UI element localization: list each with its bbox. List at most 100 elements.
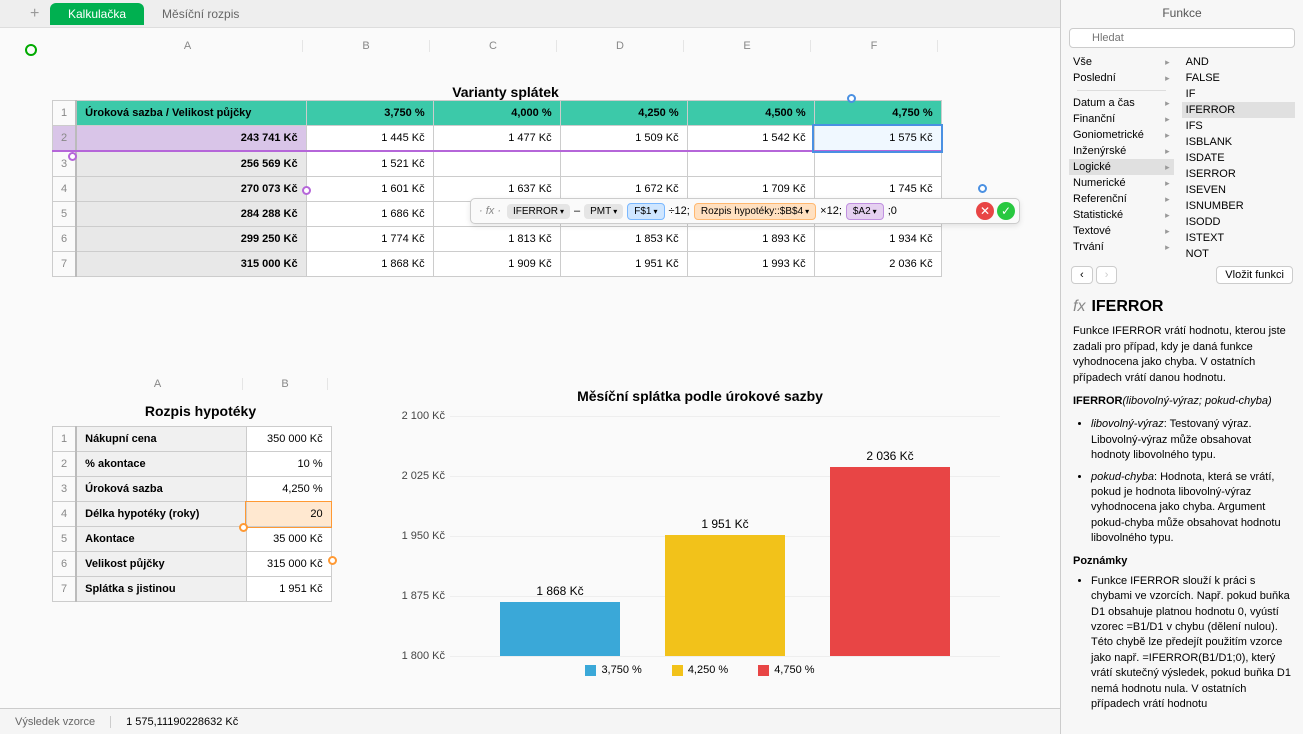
chart-bar[interactable]: 1 868 Kč bbox=[500, 602, 620, 656]
function-item[interactable]: ISTEXT bbox=[1182, 230, 1295, 246]
function-item[interactable]: IFS bbox=[1182, 118, 1295, 134]
add-sheet-button[interactable]: + bbox=[30, 5, 50, 23]
sel-handle-icon[interactable] bbox=[978, 184, 987, 193]
data-cell[interactable]: 1 893 Kč bbox=[687, 227, 814, 252]
row-number[interactable]: 1 bbox=[53, 101, 77, 126]
category-item[interactable]: Datum a čas▸ bbox=[1069, 95, 1174, 111]
data-cell[interactable]: 1 509 Kč bbox=[560, 126, 687, 152]
row-header-cell[interactable]: 270 073 Kč bbox=[76, 177, 306, 202]
function-list[interactable]: ANDFALSEIFIFERRORIFSISBLANKISDATEISERROR… bbox=[1182, 54, 1295, 262]
col-header[interactable]: D bbox=[557, 40, 684, 52]
value-cell[interactable]: 315 000 Kč bbox=[246, 552, 331, 577]
row-header-cell[interactable]: 243 741 Kč bbox=[76, 126, 306, 152]
nav-back-button[interactable]: ‹ bbox=[1071, 266, 1093, 284]
data-cell[interactable]: 1 853 Kč bbox=[560, 227, 687, 252]
chart-bar[interactable]: 2 036 Kč bbox=[830, 467, 950, 656]
row-header-cell[interactable]: 315 000 Kč bbox=[76, 252, 306, 277]
function-item[interactable]: IF bbox=[1182, 86, 1295, 102]
header-cell[interactable]: 3,750 % bbox=[306, 101, 433, 126]
legend-item[interactable]: 4,250 % bbox=[672, 664, 728, 676]
col-header[interactable]: B bbox=[303, 40, 430, 52]
table-rozpis-hypoteky[interactable]: 1Nákupní cena350 000 Kč2% akontace10 %3Ú… bbox=[52, 426, 332, 602]
sel-handle-icon[interactable] bbox=[328, 556, 337, 565]
category-item[interactable]: Referenční▸ bbox=[1069, 191, 1174, 207]
category-item[interactable]: Trvání▸ bbox=[1069, 239, 1174, 255]
data-cell[interactable]: 1 813 Kč bbox=[433, 227, 560, 252]
legend-item[interactable]: 3,750 % bbox=[585, 664, 641, 676]
value-cell[interactable]: 35 000 Kč bbox=[246, 527, 331, 552]
data-cell[interactable] bbox=[687, 151, 814, 177]
label-cell[interactable]: Velikost půjčky bbox=[76, 552, 246, 577]
category-item[interactable]: Finanční▸ bbox=[1069, 111, 1174, 127]
col-header[interactable]: E bbox=[684, 40, 811, 52]
row-number[interactable]: 7 bbox=[53, 252, 77, 277]
row-header-cell[interactable]: 299 250 Kč bbox=[76, 227, 306, 252]
function-search[interactable] bbox=[1069, 28, 1295, 48]
data-cell[interactable]: 2 036 Kč bbox=[814, 252, 941, 277]
row-number[interactable]: 2 bbox=[53, 126, 77, 152]
data-cell[interactable]: 1 686 Kč bbox=[306, 202, 433, 227]
sel-handle-icon[interactable] bbox=[68, 152, 77, 161]
formula-fn-pmt[interactable]: PMT▾ bbox=[584, 204, 623, 219]
data-cell[interactable]: 1 542 Kč bbox=[687, 126, 814, 152]
value-cell[interactable]: 350 000 Kč bbox=[246, 427, 331, 452]
row-number[interactable]: 1 bbox=[53, 427, 77, 452]
bar-chart[interactable]: Měsíční splátka podle úrokové sazby 1 80… bbox=[380, 388, 1020, 698]
legend-item[interactable]: 4,750 % bbox=[758, 664, 814, 676]
col-header[interactable]: B bbox=[243, 378, 328, 390]
search-input[interactable] bbox=[1069, 28, 1295, 48]
formula-cancel-button[interactable]: ✕ bbox=[976, 202, 994, 220]
data-cell[interactable]: 1 575 Kč bbox=[814, 126, 941, 152]
data-cell[interactable]: 1 774 Kč bbox=[306, 227, 433, 252]
sheet-canvas[interactable]: ABCDEF Varianty splátek 1Úroková sazba /… bbox=[0, 28, 1060, 734]
label-cell[interactable]: Úroková sazba bbox=[76, 477, 246, 502]
label-cell[interactable]: % akontace bbox=[76, 452, 246, 477]
row-number[interactable]: 4 bbox=[53, 502, 77, 527]
row-number[interactable]: 6 bbox=[53, 227, 77, 252]
label-cell[interactable]: Délka hypotéky (roky) bbox=[76, 502, 246, 527]
label-cell[interactable]: Nákupní cena bbox=[76, 427, 246, 452]
data-cell[interactable]: 1 445 Kč bbox=[306, 126, 433, 152]
data-cell[interactable] bbox=[433, 151, 560, 177]
formula-accept-button[interactable]: ✓ bbox=[997, 202, 1015, 220]
sel-handle-icon[interactable] bbox=[302, 186, 311, 195]
value-cell[interactable]: 20 bbox=[246, 502, 331, 527]
function-item[interactable]: ISEVEN bbox=[1182, 182, 1295, 198]
function-item[interactable]: AND bbox=[1182, 54, 1295, 70]
data-cell[interactable]: 1 601 Kč bbox=[306, 177, 433, 202]
category-list[interactable]: Vše▸Poslední▸Datum a čas▸Finanční▸Goniom… bbox=[1069, 54, 1174, 262]
row-number[interactable]: 5 bbox=[53, 202, 77, 227]
value-cell[interactable]: 4,250 % bbox=[246, 477, 331, 502]
value-cell[interactable]: 1 951 Kč bbox=[246, 577, 331, 602]
data-cell[interactable]: 1 951 Kč bbox=[560, 252, 687, 277]
category-item[interactable]: Textové▸ bbox=[1069, 223, 1174, 239]
data-cell[interactable] bbox=[560, 151, 687, 177]
tab-kalkulacka[interactable]: Kalkulačka bbox=[50, 3, 144, 25]
row-number[interactable]: 5 bbox=[53, 527, 77, 552]
row-number[interactable]: 6 bbox=[53, 552, 77, 577]
row-number[interactable]: 7 bbox=[53, 577, 77, 602]
data-cell[interactable]: 1 909 Kč bbox=[433, 252, 560, 277]
function-item[interactable]: NOT bbox=[1182, 246, 1295, 262]
nav-fwd-button[interactable]: › bbox=[1096, 266, 1118, 284]
function-item[interactable]: ISERROR bbox=[1182, 166, 1295, 182]
category-item[interactable]: Logické▸ bbox=[1069, 159, 1174, 175]
data-cell[interactable]: 1 868 Kč bbox=[306, 252, 433, 277]
row-header-cell[interactable]: 256 569 Kč bbox=[76, 151, 306, 177]
formula-ref-a2[interactable]: $A2▾ bbox=[846, 203, 884, 220]
data-cell[interactable]: 1 477 Kč bbox=[433, 126, 560, 152]
function-item[interactable]: ISODD bbox=[1182, 214, 1295, 230]
function-item[interactable]: ISDATE bbox=[1182, 150, 1295, 166]
function-item[interactable]: IFERROR bbox=[1182, 102, 1295, 118]
formula-fn-iferror[interactable]: IFERROR▾ bbox=[507, 204, 570, 219]
tab-mesicni-rozpis[interactable]: Měsíční rozpis bbox=[144, 3, 257, 25]
data-cell[interactable]: 1 993 Kč bbox=[687, 252, 814, 277]
data-cell[interactable] bbox=[814, 151, 941, 177]
col-header[interactable]: A bbox=[73, 378, 243, 390]
header-cell[interactable]: Úroková sazba / Velikost půjčky bbox=[76, 101, 306, 126]
function-item[interactable]: ISBLANK bbox=[1182, 134, 1295, 150]
row-number[interactable]: 3 bbox=[53, 477, 77, 502]
sel-handle-icon[interactable] bbox=[847, 94, 856, 103]
category-item[interactable]: Poslední▸ bbox=[1069, 70, 1174, 86]
row-number[interactable]: 2 bbox=[53, 452, 77, 477]
